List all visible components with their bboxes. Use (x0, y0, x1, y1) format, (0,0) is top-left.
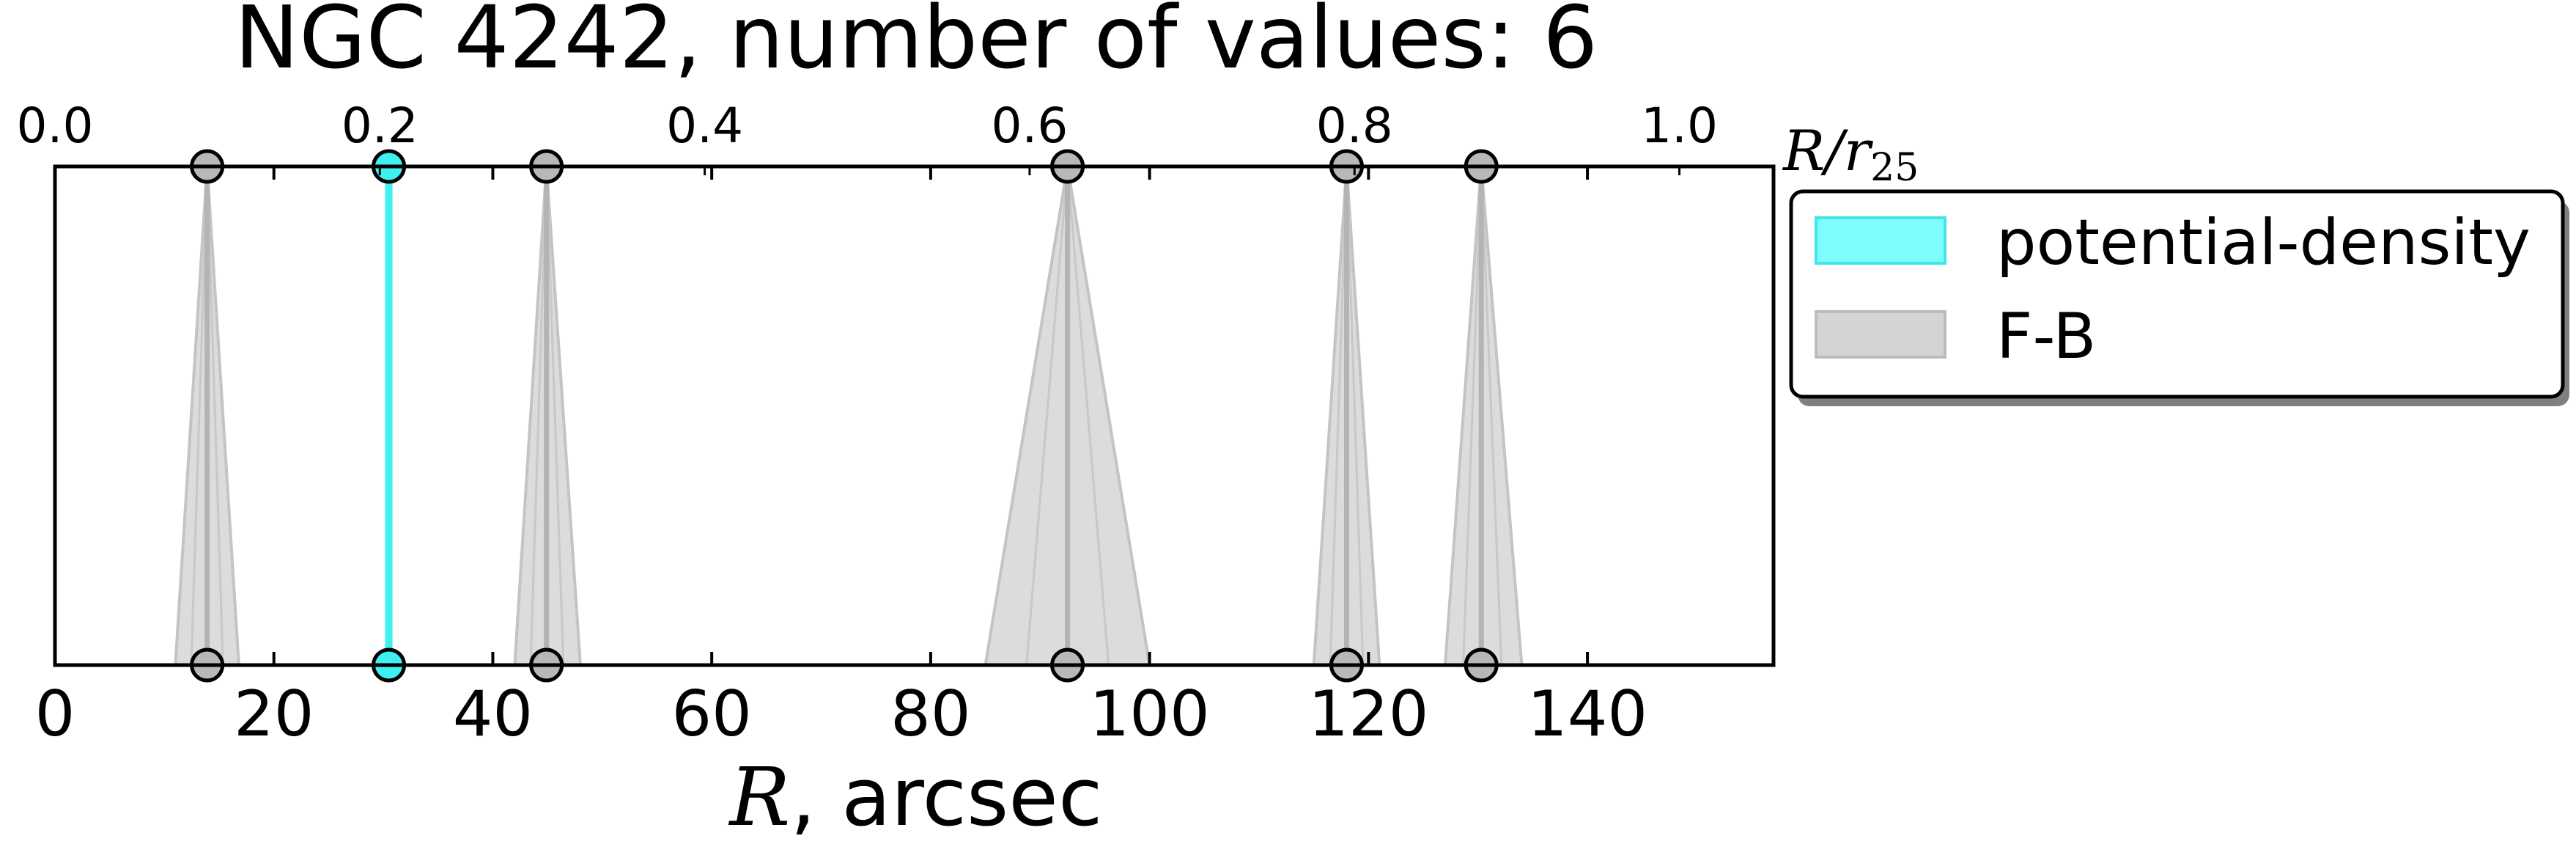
legend-label-f-b: F-B (1996, 300, 2096, 373)
x-axis-label-unit: , arcsec (790, 750, 1102, 844)
x-tick-label-5: 100 (1090, 678, 1210, 751)
x-tick-label-3: 60 (671, 678, 751, 751)
top-tick-label-2: 0.4 (666, 98, 743, 154)
x-tick-label-0: 0 (35, 678, 75, 751)
top-tick-label-0: 0.0 (17, 98, 94, 154)
chart-title: NGC 4242, number of values: 6 (235, 0, 1598, 88)
top-tick-label-3: 0.6 (991, 98, 1068, 154)
x-tick-label-6: 120 (1308, 678, 1428, 751)
plot-frame (53, 164, 1776, 667)
x-tick-label-2: 40 (453, 678, 533, 751)
top-axis-label-var: R/r (1782, 118, 1874, 183)
top-tick-label-1: 0.2 (342, 98, 418, 154)
legend-swatch-potential-density (1815, 216, 1946, 265)
top-axis-label: R/r25 (1782, 118, 1919, 190)
x-axis-label: R, arcsec (728, 750, 1103, 844)
x-axis-label-var: R (728, 750, 791, 844)
top-axis: 0.0 0.2 0.4 0.6 0.8 1.0 (17, 98, 1718, 175)
x-tick-label-1: 20 (234, 678, 314, 751)
top-axis-label-sub: 25 (1870, 146, 1919, 190)
bottom-axis: 0 20 40 60 80 100 120 140 (35, 166, 1647, 751)
x-tick-label-7: 140 (1527, 678, 1647, 751)
top-tick-label-5: 1.0 (1641, 98, 1718, 154)
legend: potential-density F-B (1789, 189, 2569, 406)
legend-swatch-f-b (1815, 310, 1946, 359)
legend-box (1789, 189, 2565, 399)
top-tick-label-4: 0.8 (1316, 98, 1393, 154)
plot-marks (174, 149, 1524, 683)
x-tick-label-4: 80 (890, 678, 970, 751)
legend-label-potential-density: potential-density (1996, 206, 2531, 279)
